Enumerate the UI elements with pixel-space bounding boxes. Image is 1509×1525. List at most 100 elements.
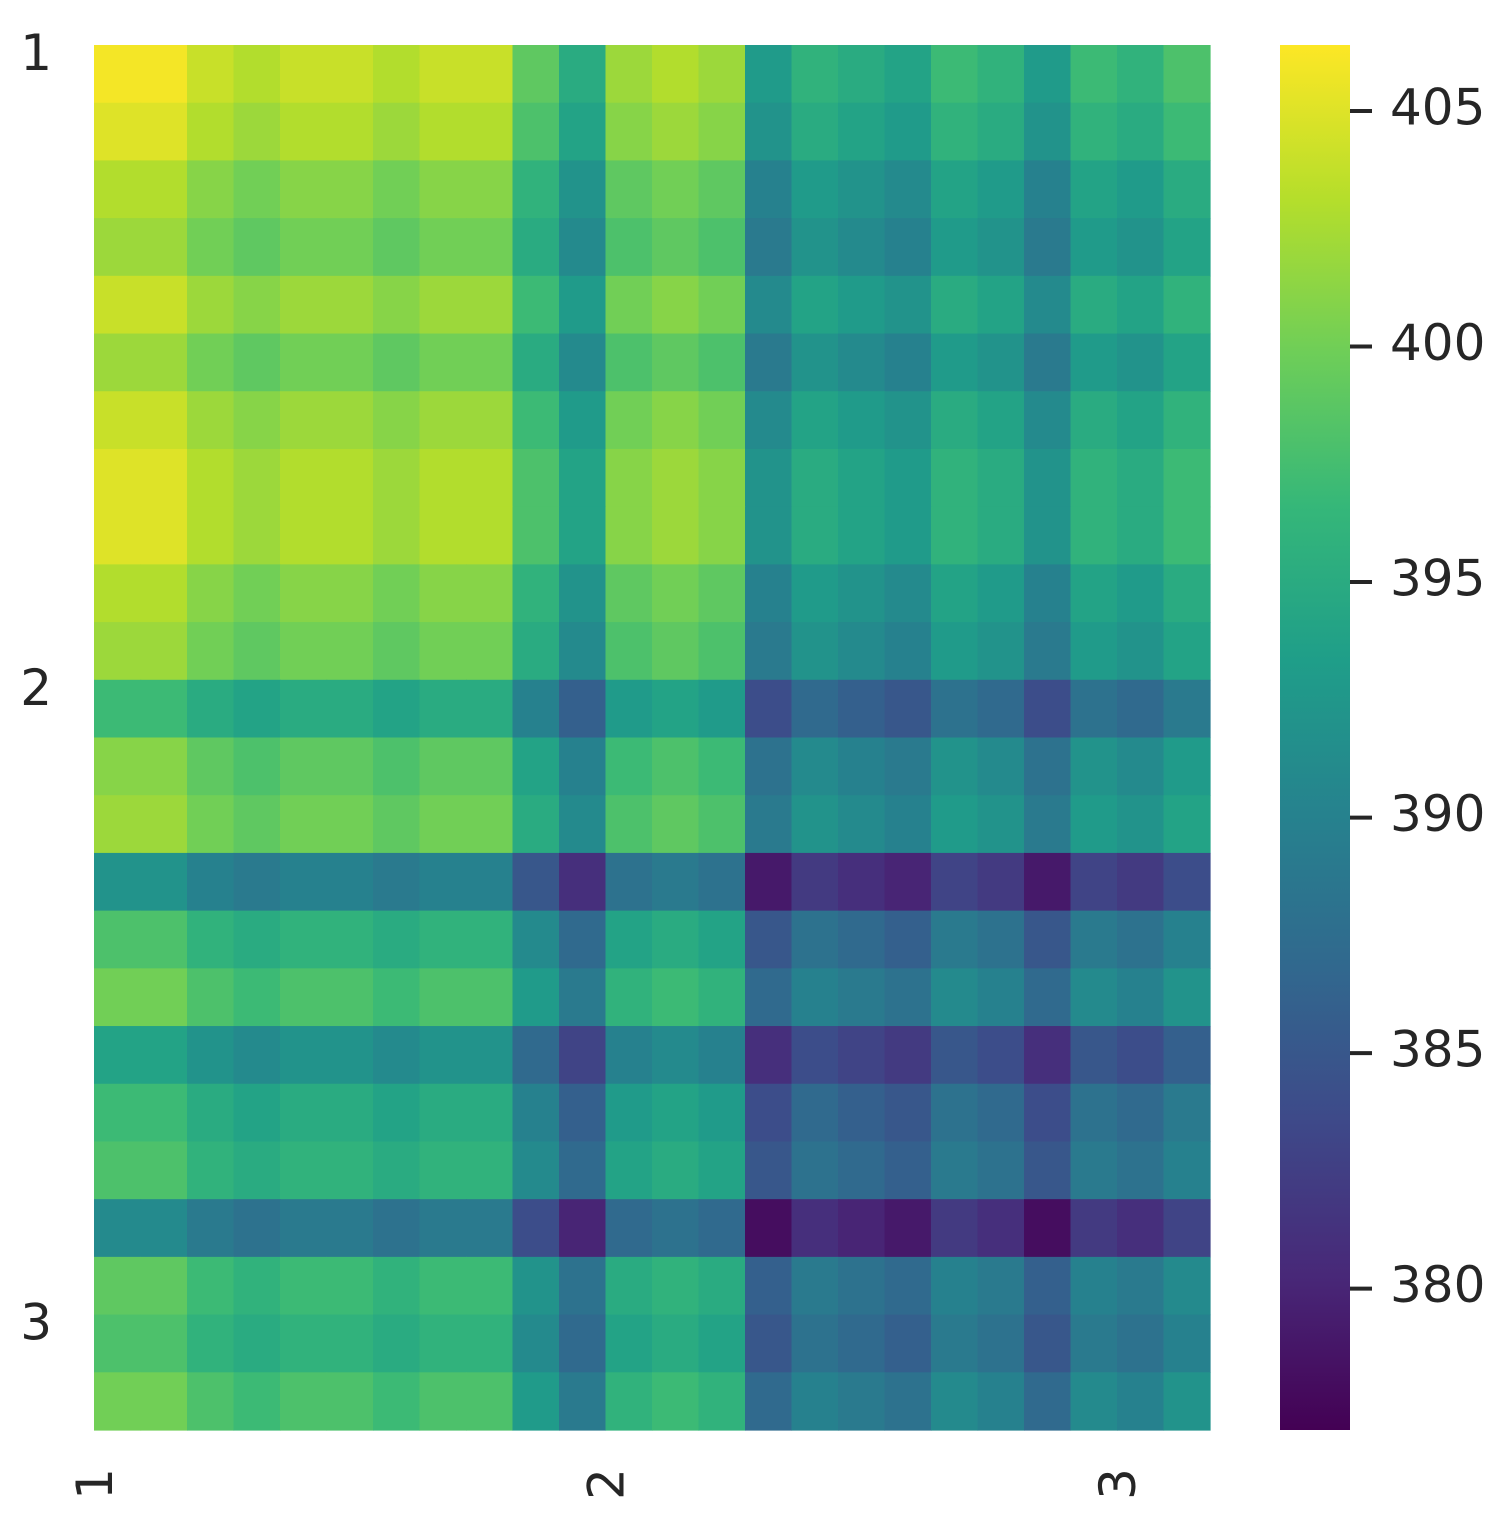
- heatmap-cell: [745, 160, 793, 219]
- heatmap-cell: [1024, 333, 1072, 392]
- heatmap-cell: [605, 333, 653, 392]
- heatmap-cell: [419, 1314, 467, 1373]
- heatmap-cell: [466, 448, 514, 508]
- heatmap-cell: [373, 1026, 421, 1085]
- heatmap-cell: [233, 737, 281, 796]
- heatmap-cell: [1163, 1026, 1211, 1085]
- heatmap-cell: [791, 506, 839, 565]
- heatmap-cell: [94, 852, 142, 912]
- heatmap-cell: [419, 333, 467, 392]
- heatmap-cell: [652, 1141, 700, 1200]
- heatmap-cell: [605, 1141, 653, 1200]
- heatmap-cell: [140, 795, 188, 854]
- heatmap-cell: [791, 622, 839, 681]
- heatmap-cell: [94, 1256, 142, 1316]
- heatmap-cell: [838, 795, 886, 854]
- heatmap-cell: [884, 45, 932, 104]
- heatmap-cell: [280, 448, 328, 508]
- heatmap-cell: [187, 1083, 235, 1143]
- heatmap-cell: [280, 564, 328, 623]
- heatmap-cell: [1163, 1314, 1211, 1373]
- heatmap-cell: [791, 795, 839, 854]
- heatmap-cell: [326, 102, 374, 162]
- heatmap-cell: [140, 275, 188, 335]
- heatmap-cell: [884, 1256, 932, 1316]
- heatmap-cell: [512, 102, 560, 162]
- heatmap-cell: [791, 333, 839, 392]
- heatmap-cell: [140, 622, 188, 681]
- heatmap-cell: [326, 679, 374, 739]
- heatmap-cell: [838, 737, 886, 796]
- heatmap-cell: [791, 564, 839, 623]
- heatmap-cell: [512, 1026, 560, 1085]
- heatmap-cell: [373, 1256, 421, 1316]
- heatmap-cell: [1070, 1083, 1118, 1143]
- heatmap-cell: [1070, 391, 1118, 450]
- heatmap-cell: [745, 564, 793, 623]
- heatmap-cell: [1163, 1372, 1211, 1431]
- heatmap-cell: [931, 448, 979, 508]
- heatmap-cell: [1117, 333, 1165, 392]
- heatmap-cell: [512, 1314, 560, 1373]
- heatmap-cell: [1070, 1314, 1118, 1373]
- heatmap-cell: [977, 737, 1025, 796]
- heatmap-cell: [373, 45, 421, 104]
- heatmap-cell: [1024, 795, 1072, 854]
- heatmap-cell: [512, 968, 560, 1027]
- heatmap-cell: [326, 1199, 374, 1258]
- heatmap-cell: [605, 795, 653, 854]
- heatmap-cell: [1024, 218, 1072, 277]
- heatmap-cell: [280, 679, 328, 739]
- heatmap-cell: [140, 679, 188, 739]
- heatmap-cell: [140, 1026, 188, 1085]
- heatmap-cell: [652, 1026, 700, 1085]
- heatmap-cell: [745, 679, 793, 739]
- heatmap-cell: [559, 102, 607, 162]
- heatmap-cell: [512, 218, 560, 277]
- heatmap-cell: [233, 506, 281, 565]
- heatmap-cell: [233, 391, 281, 450]
- heatmap-cell: [605, 1083, 653, 1143]
- heatmap-cell: [512, 275, 560, 335]
- heatmap-cell: [1163, 852, 1211, 912]
- heatmap-cell: [233, 795, 281, 854]
- heatmap-cell: [698, 1199, 746, 1258]
- heatmap-cell: [745, 795, 793, 854]
- heatmap-cell: [605, 160, 653, 219]
- heatmap-cell: [187, 391, 235, 450]
- heatmap-cell: [1024, 1141, 1072, 1200]
- heatmap-cell: [419, 622, 467, 681]
- heatmap-cell: [373, 968, 421, 1027]
- heatmap-cell: [94, 795, 142, 854]
- heatmap-cell: [745, 968, 793, 1027]
- heatmap-cell: [698, 795, 746, 854]
- heatmap-cell: [977, 622, 1025, 681]
- heatmap-cell: [466, 506, 514, 565]
- heatmap-cell: [884, 564, 932, 623]
- heatmap-cell: [1117, 45, 1165, 104]
- heatmap-cell: [791, 102, 839, 162]
- heatmap-cell: [419, 1256, 467, 1316]
- heatmap-cell: [559, 448, 607, 508]
- heatmap-cell: [652, 506, 700, 565]
- heatmap-cell: [280, 622, 328, 681]
- heatmap-cell: [931, 160, 979, 219]
- heatmap-cell: [1070, 795, 1118, 854]
- heatmap-cell: [605, 1372, 653, 1431]
- heatmap-cell: [559, 795, 607, 854]
- heatmap-cell: [187, 506, 235, 565]
- heatmap-cell: [466, 1372, 514, 1431]
- heatmap-cell: [280, 506, 328, 565]
- heatmap-cell: [559, 1372, 607, 1431]
- heatmap-cell: [373, 218, 421, 277]
- heatmap-cell: [931, 1199, 979, 1258]
- heatmap-cell: [140, 1256, 188, 1316]
- heatmap-cell: [1163, 218, 1211, 277]
- heatmap-cell: [559, 968, 607, 1027]
- heatmap-cell: [745, 1372, 793, 1431]
- heatmap-cell: [419, 852, 467, 912]
- heatmap-cell: [652, 1083, 700, 1143]
- heatmap-cell: [977, 1314, 1025, 1373]
- heatmap-cell: [1024, 506, 1072, 565]
- colorbar: [1280, 45, 1350, 1430]
